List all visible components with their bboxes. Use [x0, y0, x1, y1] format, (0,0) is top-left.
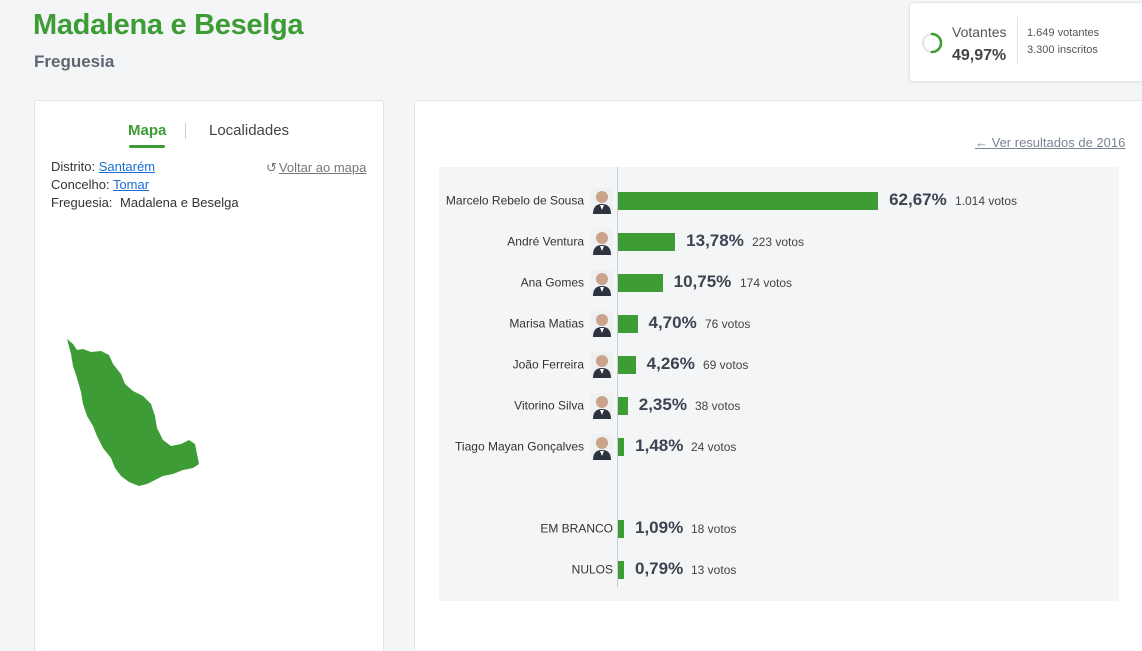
results-chart: Marcelo Rebelo de Sousa 62,67% 1.014 votos…: [439, 167, 1119, 601]
result-bar: [618, 315, 638, 333]
result-percent: 1,09%: [635, 518, 684, 537]
divider: [1017, 17, 1018, 65]
back-to-map-link[interactable]: ↺ Voltar ao mapa: [266, 160, 366, 176]
result-votes: 24 votos: [691, 440, 737, 454]
result-votes: 18 votos: [691, 522, 737, 536]
candidate-portrait-icon: [591, 352, 613, 378]
candidate-portrait-icon: [591, 393, 613, 419]
result-percent: 62,67%: [889, 190, 947, 209]
result-votes: 223 votos: [752, 235, 805, 249]
result-bar: [618, 520, 624, 538]
candidate-row[interactable]: Marcelo Rebelo de Sousa 62,67% 1.014 votos: [439, 186, 1119, 216]
back-to-map-label: Voltar ao mapa: [278, 160, 367, 175]
turnout-percent: 49,97%: [952, 47, 1007, 64]
candidate-name: Ana Gomes: [520, 275, 584, 290]
freguesia-value: Madalena e Beselga: [120, 195, 239, 210]
result-bar: [618, 274, 663, 292]
distrito-row: Distrito: Santarém: [51, 159, 155, 174]
result-percent: 0,79%: [635, 559, 684, 578]
result-percent: 4,70%: [648, 313, 697, 332]
result-votes: 174 votos: [740, 276, 793, 290]
tab-mapa[interactable]: Mapa: [128, 122, 167, 148]
page-subtitle: Freguesia: [34, 52, 115, 71]
registered-count: 3.300 inscritos: [1027, 44, 1098, 56]
candidate-name: Tiago Mayan Gonçalves: [455, 439, 584, 454]
freguesia-label: Freguesia:: [51, 195, 113, 210]
tab-localidades[interactable]: Localidades: [209, 122, 290, 139]
result-votes: 1.014 votos: [955, 194, 1018, 208]
other-result-row[interactable]: NULOS 0,79% 13 votos: [439, 555, 1119, 585]
distrito-label: Distrito:: [51, 159, 96, 174]
previous-results-link[interactable]: ← Ver resultados de 2016: [975, 135, 1126, 150]
concelho-link[interactable]: Tomar: [112, 177, 150, 192]
concelho-row: Concelho: Tomar: [51, 177, 149, 192]
candidate-portrait-icon: [591, 229, 613, 255]
candidate-name: João Ferreira: [512, 357, 584, 372]
candidate-row[interactable]: João Ferreira 4,26% 69 votos: [439, 350, 1119, 380]
page-title: Madalena e Beselga: [33, 9, 304, 41]
candidate-portrait-icon: [591, 270, 613, 296]
chart-axis: [617, 167, 618, 587]
parish-map[interactable]: [63, 336, 243, 496]
result-votes: 69 votos: [703, 358, 749, 372]
undo-icon: ↺: [266, 160, 277, 175]
result-bar: [618, 233, 676, 251]
other-result-row[interactable]: EM BRANCO 1,09% 18 votos: [439, 514, 1119, 544]
turnout-card: Votantes 49,97% 1.649 votantes 3.300 ins…: [909, 2, 1142, 82]
result-votes: 38 votos: [695, 399, 741, 413]
result-percent: 4,26%: [646, 354, 695, 373]
candidate-row[interactable]: Marisa Matias 4,70% 76 votos: [439, 309, 1119, 339]
candidate-row[interactable]: Ana Gomes 10,75% 174 votos: [439, 268, 1119, 298]
candidate-portrait-icon: [591, 434, 613, 460]
turnout-label: Votantes: [952, 24, 1007, 40]
candidate-portrait-icon: [591, 311, 613, 337]
tab-divider: [185, 123, 186, 139]
candidate-name: NULOS: [571, 562, 613, 577]
result-percent: 1,48%: [635, 436, 684, 455]
freguesia-row: Freguesia: Madalena e Beselga: [51, 195, 239, 210]
turnout-ring-icon: [921, 32, 943, 54]
result-percent: 2,35%: [638, 395, 687, 414]
concelho-label: Concelho:: [51, 177, 110, 192]
candidate-name: Vitorino Silva: [514, 398, 584, 413]
result-percent: 10,75%: [673, 272, 732, 291]
candidate-portrait-icon: [591, 188, 613, 214]
candidate-row[interactable]: Tiago Mayan Gonçalves 1,48% 24 votos: [439, 432, 1119, 462]
result-bar: [618, 397, 628, 415]
candidate-name: André Ventura: [507, 234, 584, 249]
candidate-row[interactable]: André Ventura 13,78% 223 votos: [439, 227, 1119, 257]
voters-count: 1.649 votantes: [1027, 27, 1100, 39]
result-bar: [618, 561, 624, 579]
result-votes: 76 votos: [705, 317, 751, 331]
results-panel: ← Ver resultados de 2016 Marcelo Rebelo …: [414, 100, 1142, 651]
candidate-name: Marcelo Rebelo de Sousa: [445, 193, 584, 208]
candidate-name: EM BRANCO: [540, 521, 613, 536]
result-votes: 13 votos: [691, 563, 737, 577]
map-panel: Mapa Localidades Distrito: Santarém Conc…: [34, 100, 384, 651]
candidate-row[interactable]: Vitorino Silva 2,35% 38 votos: [439, 391, 1119, 421]
result-bar: [618, 356, 636, 374]
candidate-name: Marisa Matias: [509, 316, 584, 331]
result-bar: [618, 192, 879, 210]
previous-results-label: Ver resultados de 2016: [991, 135, 1126, 150]
result-percent: 13,78%: [686, 231, 744, 250]
distrito-link[interactable]: Santarém: [98, 159, 156, 174]
parish-shape: [67, 339, 199, 486]
result-bar: [618, 438, 625, 456]
